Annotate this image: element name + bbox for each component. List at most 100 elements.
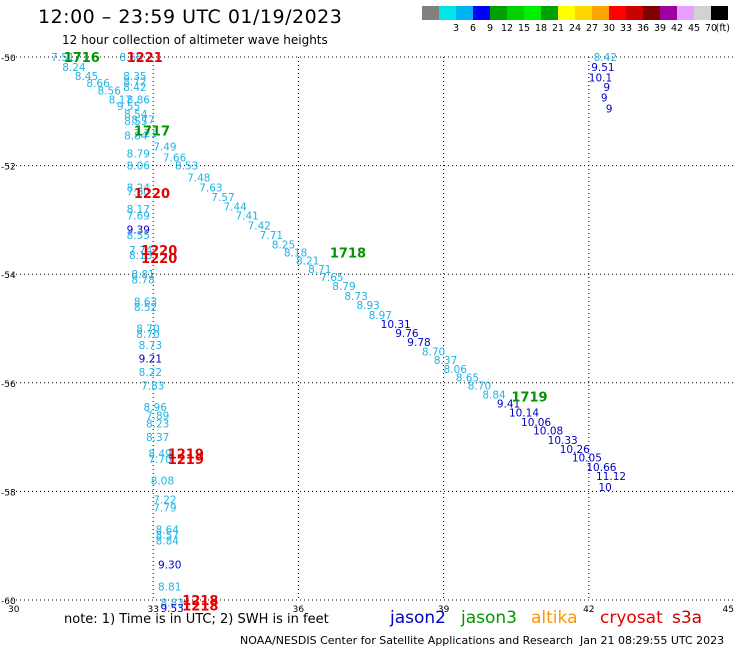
wave-height-label: 8.18 [284, 247, 307, 259]
wave-height-label: 10 [598, 482, 611, 494]
scale-tick-label: 42 [671, 23, 683, 34]
scale-tick-label: 39 [654, 23, 666, 34]
wave-height-label: 7.42 [248, 220, 271, 232]
scale-swatch [677, 6, 694, 20]
units-note: note: 1) Time is in UTC; 2) SWH is in fe… [64, 612, 329, 627]
wave-height-label: 9.39 [127, 225, 150, 237]
pass-time-label: 1220 [141, 244, 177, 259]
scale-tick-label: 21 [552, 23, 564, 34]
wave-height-label: 8.83 [160, 598, 183, 610]
wave-height-label: 9.51 [591, 62, 614, 74]
pass-time-label: 1221 [127, 51, 163, 66]
scale-tick-label: 12 [501, 23, 513, 34]
scale-swatch [694, 6, 711, 20]
pass-time-label: 1220 [134, 187, 170, 202]
wave-height-label: 8.22 [139, 367, 162, 379]
scale-tick-label: 15 [518, 23, 530, 34]
chart-subtitle: 12 hour collection of altimeter wave hei… [62, 33, 328, 47]
scale-swatch [490, 6, 507, 20]
wave-height-label: 8.23 [146, 419, 169, 431]
wave-height-label: 8.24 [127, 182, 151, 194]
wave-height-label: 7.41 [235, 211, 258, 223]
wave-height-label: 7.71 [260, 230, 283, 242]
x-tick-label: 36 [293, 605, 305, 615]
wave-height-label: 7.48 [187, 173, 210, 185]
pass-time-label: 1718 [330, 246, 366, 261]
satellite-jason3-label: jason3 [461, 608, 517, 628]
wave-height-label: 10.26 [560, 444, 590, 456]
wave-height-label: 8.93 [356, 300, 379, 312]
scale-swatch [592, 6, 609, 20]
wave-height-label: 8.65 [456, 372, 479, 384]
wave-height-label: 7.83 [141, 381, 164, 393]
wave-height-label: 10.31 [381, 319, 411, 331]
chart-title: 12:00 – 23:59 UTC 01/19/2023 [38, 6, 343, 28]
scale-swatch [575, 6, 592, 20]
scale-tick-label: 9 [487, 23, 493, 34]
scale-tick-label: 36 [637, 23, 649, 34]
pass-time-label: 1218 [182, 594, 218, 609]
wave-height-label: 8.56 [98, 86, 122, 98]
y-tick-label: -58 [1, 488, 16, 498]
pass-time-label: 1219 [168, 453, 204, 468]
wave-height-label: 8.21 [296, 256, 319, 268]
wave-height-label: 11.12 [596, 471, 626, 483]
wave-height-label: 8.25 [272, 239, 295, 251]
wave-height-label: 7.57 [211, 192, 234, 204]
wave-height-label: 7.21 [134, 128, 157, 140]
wave-height-label: 8.70 [136, 324, 159, 336]
scale-tick-label: 45 [688, 23, 700, 34]
footer-credit: NOAA/NESDIS Center for Satellite Applica… [240, 634, 574, 647]
scale-tick-label: 33 [620, 23, 632, 34]
wave-height-label: 8.13 [129, 250, 152, 262]
x-tick-label: 39 [438, 605, 450, 615]
wave-height-label: 9 [601, 93, 608, 105]
pass-time-label: 1219 [168, 447, 204, 462]
wave-height-label: 9.55 [117, 101, 140, 113]
scale-swatch [609, 6, 626, 20]
wave-height-label: 9 [603, 82, 610, 94]
wave-height-label: 8.73 [344, 291, 367, 303]
wave-height-label: 8.96 [144, 402, 168, 414]
wave-height-label: 7.74 [129, 245, 153, 257]
wave-height-label: 8.78 [131, 275, 154, 287]
scale-tick-label: 6 [470, 23, 476, 34]
wave-height-label: 8.71 [308, 264, 331, 276]
wave-height-label: 8.66 [86, 78, 110, 90]
wave-height-label: 8.49 [148, 448, 171, 460]
wave-height-label: 8.42 [594, 52, 617, 64]
wave-height-label: 8.64 [156, 524, 180, 536]
scale-tick-label: 3 [453, 23, 459, 34]
wave-height-label: 8.70 [422, 346, 445, 358]
wave-height-label: 9.78 [407, 337, 430, 349]
wave-height-label: 8.52 [134, 302, 157, 314]
wave-height-label: 8.86 [127, 94, 151, 106]
wave-height-label: 8.17 [127, 204, 150, 216]
pass-time-label: 1220 [141, 252, 177, 267]
wave-height-label: 8.55 [124, 116, 147, 128]
wave-height-label: 8.54 [124, 109, 148, 121]
wave-height-label: 8.72 [123, 76, 146, 88]
wave-height-label: 8.77 [131, 114, 154, 126]
pass-time-label: 1719 [511, 390, 547, 405]
scale-swatch [643, 6, 660, 20]
color-scale-legend: 3 6 9 12 15 18 21 24 27 30 33 36 39 42 45 70(ft) [422, 6, 730, 34]
wave-height-label: 9.30 [158, 560, 181, 572]
wave-height-label: 8.17 [109, 94, 132, 106]
wave-height-label: 8.06 [127, 161, 151, 173]
wave-height-label: 10.66 [586, 462, 616, 474]
wave-height-label: 7.89 [146, 410, 169, 422]
wave-height-label: 7.22 [153, 495, 176, 507]
wave-height-label: 7.70 [148, 454, 171, 466]
satellite-cryosat-label: cryosat [600, 608, 663, 628]
satellite-altika-label: altika [531, 608, 578, 628]
scale-swatch [626, 6, 643, 20]
scale-swatch [660, 6, 677, 20]
wave-height-label: 8.57 [156, 530, 179, 542]
wave-height-label: 7.49 [153, 142, 176, 154]
wave-height-label: 7.79 [153, 503, 176, 515]
x-tick-label: 45 [723, 605, 734, 615]
wave-height-label: 8.42 [123, 82, 146, 94]
wave-height-label: 10.33 [548, 435, 578, 447]
